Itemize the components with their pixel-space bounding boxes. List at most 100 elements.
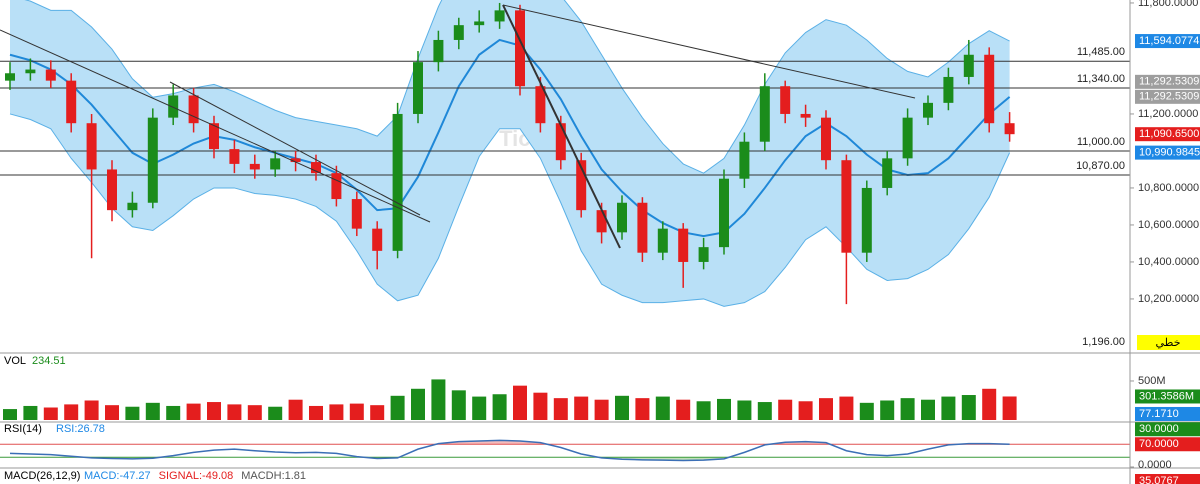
- right-axis: 10,200.0000 10,400.0000 10,600.0000 10,800.…: [1082, 0, 1200, 484]
- y-tick-label: 0.0000: [1138, 459, 1172, 471]
- candle-body: [657, 228, 668, 253]
- trendline: [169, 81, 421, 216]
- volume-bar: [247, 405, 262, 420]
- y-tick-label: 10,800.0000: [1138, 182, 1199, 194]
- volume-bar: [900, 398, 915, 420]
- volume-bar: [411, 388, 425, 420]
- candle-body: [433, 39, 444, 63]
- volume-bar: [737, 400, 752, 420]
- y-tick-label: 10,400.0000: [1138, 256, 1199, 268]
- candle-body: [902, 117, 913, 159]
- candle-body: [861, 187, 872, 253]
- price-tag-label: 301.3586M: [1139, 390, 1194, 402]
- candle-body: [759, 86, 770, 142]
- volume-bar: [370, 405, 385, 420]
- candle-body: [66, 80, 77, 124]
- rsi-zone-fill: [10, 440, 1010, 445]
- volume-bar: [921, 399, 935, 420]
- volume-bar: [43, 407, 58, 420]
- volume-bar: [655, 396, 670, 420]
- candle-body: [311, 162, 321, 174]
- volume-bar: [676, 399, 691, 420]
- candle-body: [780, 86, 791, 114]
- candle-body: [351, 199, 362, 229]
- trendline: [502, 4, 916, 99]
- panel-header: RSI(14): [4, 423, 42, 435]
- style-button: [1137, 335, 1200, 350]
- panel-header: SIGNAL:-49.08: [159, 470, 234, 482]
- price-tag-label: 35.0767: [1139, 475, 1179, 484]
- y-tick-label: 11,200.0000: [1138, 108, 1198, 120]
- volume-bar: [1002, 396, 1017, 420]
- horizontal-line-label: 10,870.00: [1076, 160, 1125, 172]
- volume-bar: [23, 405, 38, 420]
- candle-body: [290, 158, 301, 163]
- candle-body: [515, 10, 525, 87]
- candle-body: [127, 202, 138, 211]
- volume-bar: [390, 395, 405, 420]
- price-tag-label: 11,292.5309: [1139, 91, 1199, 103]
- bottom-label: 1,196.00: [1082, 336, 1125, 348]
- volume-bar: [615, 395, 629, 420]
- volume-bar: [533, 392, 548, 420]
- candle-body: [698, 247, 709, 262]
- candle-body: [5, 73, 15, 81]
- volume-bar: [329, 404, 344, 420]
- candle-body: [596, 210, 607, 233]
- volume-bar: [431, 379, 446, 420]
- candle-body: [821, 117, 831, 161]
- volume-bar: [186, 403, 201, 420]
- candle-body: [535, 86, 546, 124]
- volume-bar: [880, 400, 895, 420]
- panel-header: VOL: [4, 355, 26, 367]
- trendlines: [0, 4, 916, 249]
- volume-bar: [574, 396, 589, 420]
- volume-bar: [757, 402, 772, 420]
- volume-bar: [472, 396, 487, 420]
- volume-bar: [451, 390, 466, 420]
- candle-body: [45, 69, 56, 81]
- price-tag: [1135, 406, 1200, 421]
- horizontal-line-label: 11,485.00: [1077, 46, 1125, 58]
- volume-bar: [553, 398, 568, 420]
- candle-body: [147, 117, 158, 203]
- trendline: [502, 4, 621, 249]
- candle-body: [229, 149, 240, 164]
- volume-bar: [717, 398, 731, 420]
- volume-bar: [3, 409, 17, 420]
- volume-bar: [166, 405, 181, 420]
- price-tag-label: 70.0000: [1139, 438, 1179, 450]
- volume-bar: [349, 403, 364, 420]
- candle-body: [841, 160, 852, 253]
- band-fill: [10, 0, 1010, 307]
- volume-bar: [859, 402, 874, 420]
- price-tag: [1135, 437, 1200, 452]
- price-tag: [1135, 89, 1200, 104]
- panel-header: RSI:26.78: [56, 423, 105, 435]
- candle-body: [249, 163, 260, 170]
- y-tick-label: 11,800.0000: [1138, 0, 1198, 9]
- price-tag: [1135, 74, 1200, 89]
- volume-bar: [492, 394, 507, 420]
- candle-body: [943, 76, 954, 103]
- volume-bar: [982, 388, 997, 420]
- candle-body: [678, 228, 689, 262]
- rsi-panel: RSI(14) RSI:26.78: [0, 423, 1130, 462]
- volume-bar: [145, 402, 160, 420]
- candle-body: [923, 102, 933, 118]
- macd-panel: MACD(26,12,9) MACD:-47.27 SIGNAL:-49.08 MAC…: [4, 470, 306, 482]
- band-middle: [9, 38, 1011, 238]
- candle-body: [331, 173, 342, 200]
- y-tick-label: 500M: [1138, 375, 1166, 387]
- candle-body: [86, 123, 97, 170]
- horizontal-line-label: 11,340.00: [1077, 73, 1125, 85]
- candle-body: [188, 95, 199, 124]
- candle-body: [555, 123, 566, 161]
- price-tag: [1135, 145, 1200, 160]
- price-panel: TickerChart11,485.0011,340.0011,000.0010…: [0, 0, 1130, 307]
- volume-bar: [125, 406, 140, 420]
- candle-body: [25, 69, 36, 74]
- panel-header: MACDH:1.81: [241, 470, 306, 482]
